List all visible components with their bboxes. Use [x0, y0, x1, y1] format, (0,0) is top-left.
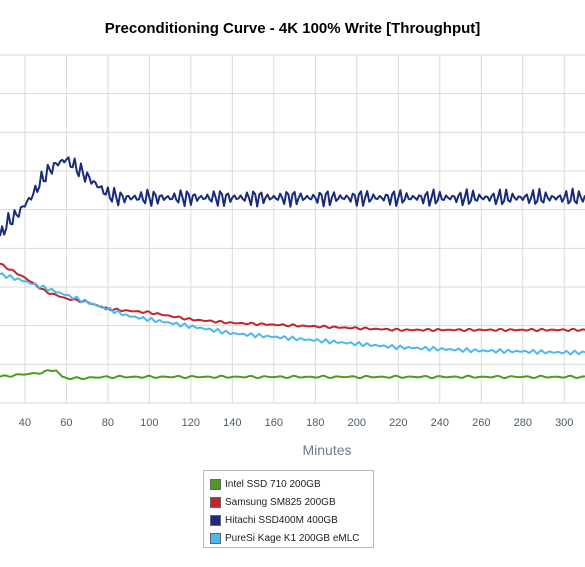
x-tick-label: 280 — [514, 417, 532, 429]
grid — [0, 54, 585, 404]
legend-item: PureSi Kage K1 200GB eMLC — [210, 529, 367, 547]
x-tick-label: 140 — [223, 417, 241, 429]
legend-swatch — [210, 514, 221, 526]
legend-swatch — [210, 532, 221, 544]
legend-item: Intel SSD 710 200GB — [210, 475, 367, 493]
legend-label: PureSi Kage K1 200GB eMLC — [225, 532, 360, 544]
x-tick-label: 40 — [19, 417, 31, 429]
x-tick-label: 160 — [265, 417, 283, 429]
x-tick-labels: 40 60 80 100 120 140 160 180 200 220 240 260 280 300 — [19, 417, 574, 429]
x-tick-label: 100 — [140, 417, 158, 429]
x-tick-label: 80 — [102, 417, 114, 429]
x-tick-label: 120 — [182, 417, 200, 429]
x-tick-label: 60 — [60, 417, 72, 429]
x-tick-label: 260 — [472, 417, 490, 429]
series-lines — [0, 156, 585, 381]
series-line — [0, 156, 585, 237]
series-line — [0, 262, 585, 333]
legend-item: Samsung SM825 200GB — [210, 493, 367, 511]
series-line — [0, 369, 585, 381]
legend: Intel SSD 710 200GB Samsung SM825 200GB Hi… — [203, 470, 374, 548]
legend-swatch — [210, 478, 221, 490]
legend-label: Samsung SM825 200GB — [225, 496, 336, 508]
legend-item: Hitachi SSD400M 400GB — [210, 511, 367, 529]
x-tick-label: 180 — [306, 417, 324, 429]
legend-swatch — [210, 496, 221, 508]
legend-label: Intel SSD 710 200GB — [225, 478, 321, 490]
x-tick-label: 300 — [555, 417, 573, 429]
legend-label: Hitachi SSD400M 400GB — [225, 514, 338, 526]
x-tick-label: 200 — [348, 417, 366, 429]
x-tick-label: 220 — [389, 417, 407, 429]
series-line — [0, 272, 585, 356]
chart-title: Preconditioning Curve - 4K 100% Write [T… — [104, 20, 481, 37]
x-tick-label: 240 — [431, 417, 449, 429]
x-axis-label: Minutes — [302, 442, 351, 458]
